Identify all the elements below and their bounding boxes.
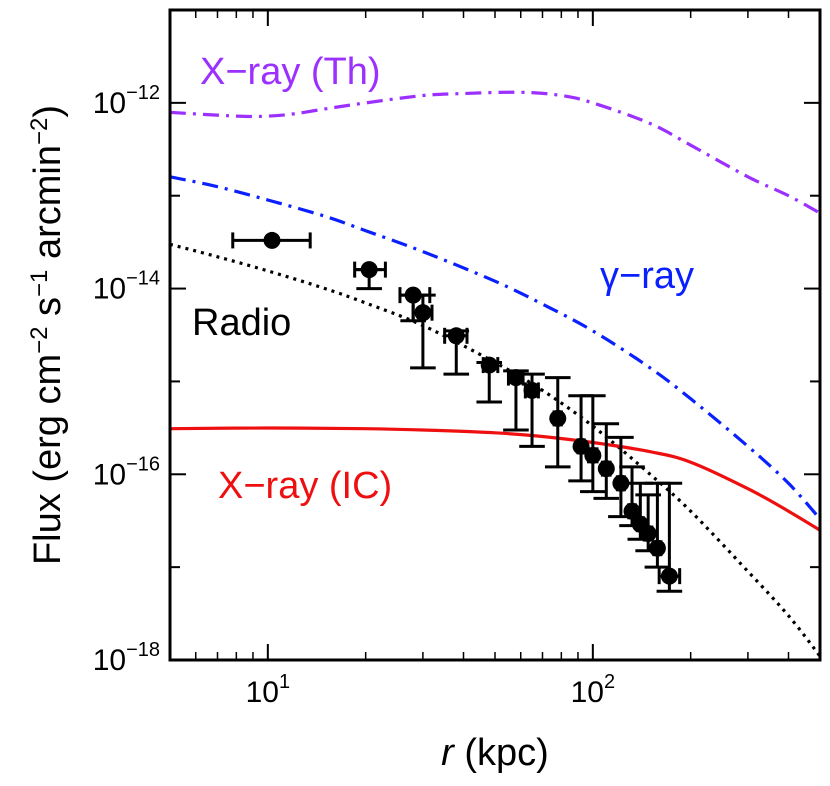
data-point-1 xyxy=(353,261,387,291)
axis-tick-labels: 10−12 10−14 10−16 10−18 101 102 xyxy=(93,82,615,709)
data-point-8 xyxy=(544,376,571,469)
data-point-10 xyxy=(580,394,606,494)
data-point-5 xyxy=(476,356,503,404)
model-curves xyxy=(170,90,820,658)
data-point-11 xyxy=(593,422,620,500)
data-point-16 xyxy=(644,481,671,569)
data-point-13 xyxy=(619,465,645,528)
data-point-15 xyxy=(635,493,661,553)
label-xray-ic: X−ray (IC) xyxy=(218,465,392,507)
ytick-label-1: 10−14 xyxy=(93,268,160,306)
observed-data-points xyxy=(231,231,683,593)
ytick-label-3: 10−18 xyxy=(93,639,160,677)
axis-ticks xyxy=(169,9,821,661)
data-point-7 xyxy=(519,372,545,448)
ytick-label-2: 10−16 xyxy=(93,453,160,491)
data-point-4 xyxy=(443,327,470,376)
data-point-17 xyxy=(656,481,683,593)
curve-series-1 xyxy=(170,175,820,521)
label-xray-th: X−ray (Th) xyxy=(200,51,381,93)
curve-series-3 xyxy=(170,426,820,532)
data-point-0 xyxy=(231,231,312,249)
data-point-6 xyxy=(503,369,529,432)
xtick-label-1: 102 xyxy=(571,671,616,709)
label-radio: Radio xyxy=(192,302,291,344)
label-gamma-ray: γ−ray xyxy=(600,255,694,297)
x-axis-title: r (kpc) xyxy=(441,732,549,774)
xtick-label-0: 101 xyxy=(246,671,291,709)
y-axis-title: Flux (erg cm−2 s−1 arcmin−2) xyxy=(26,105,70,565)
data-point-3 xyxy=(410,293,436,370)
curve-series-0 xyxy=(170,90,820,215)
ytick-label-0: 10−12 xyxy=(93,82,160,120)
